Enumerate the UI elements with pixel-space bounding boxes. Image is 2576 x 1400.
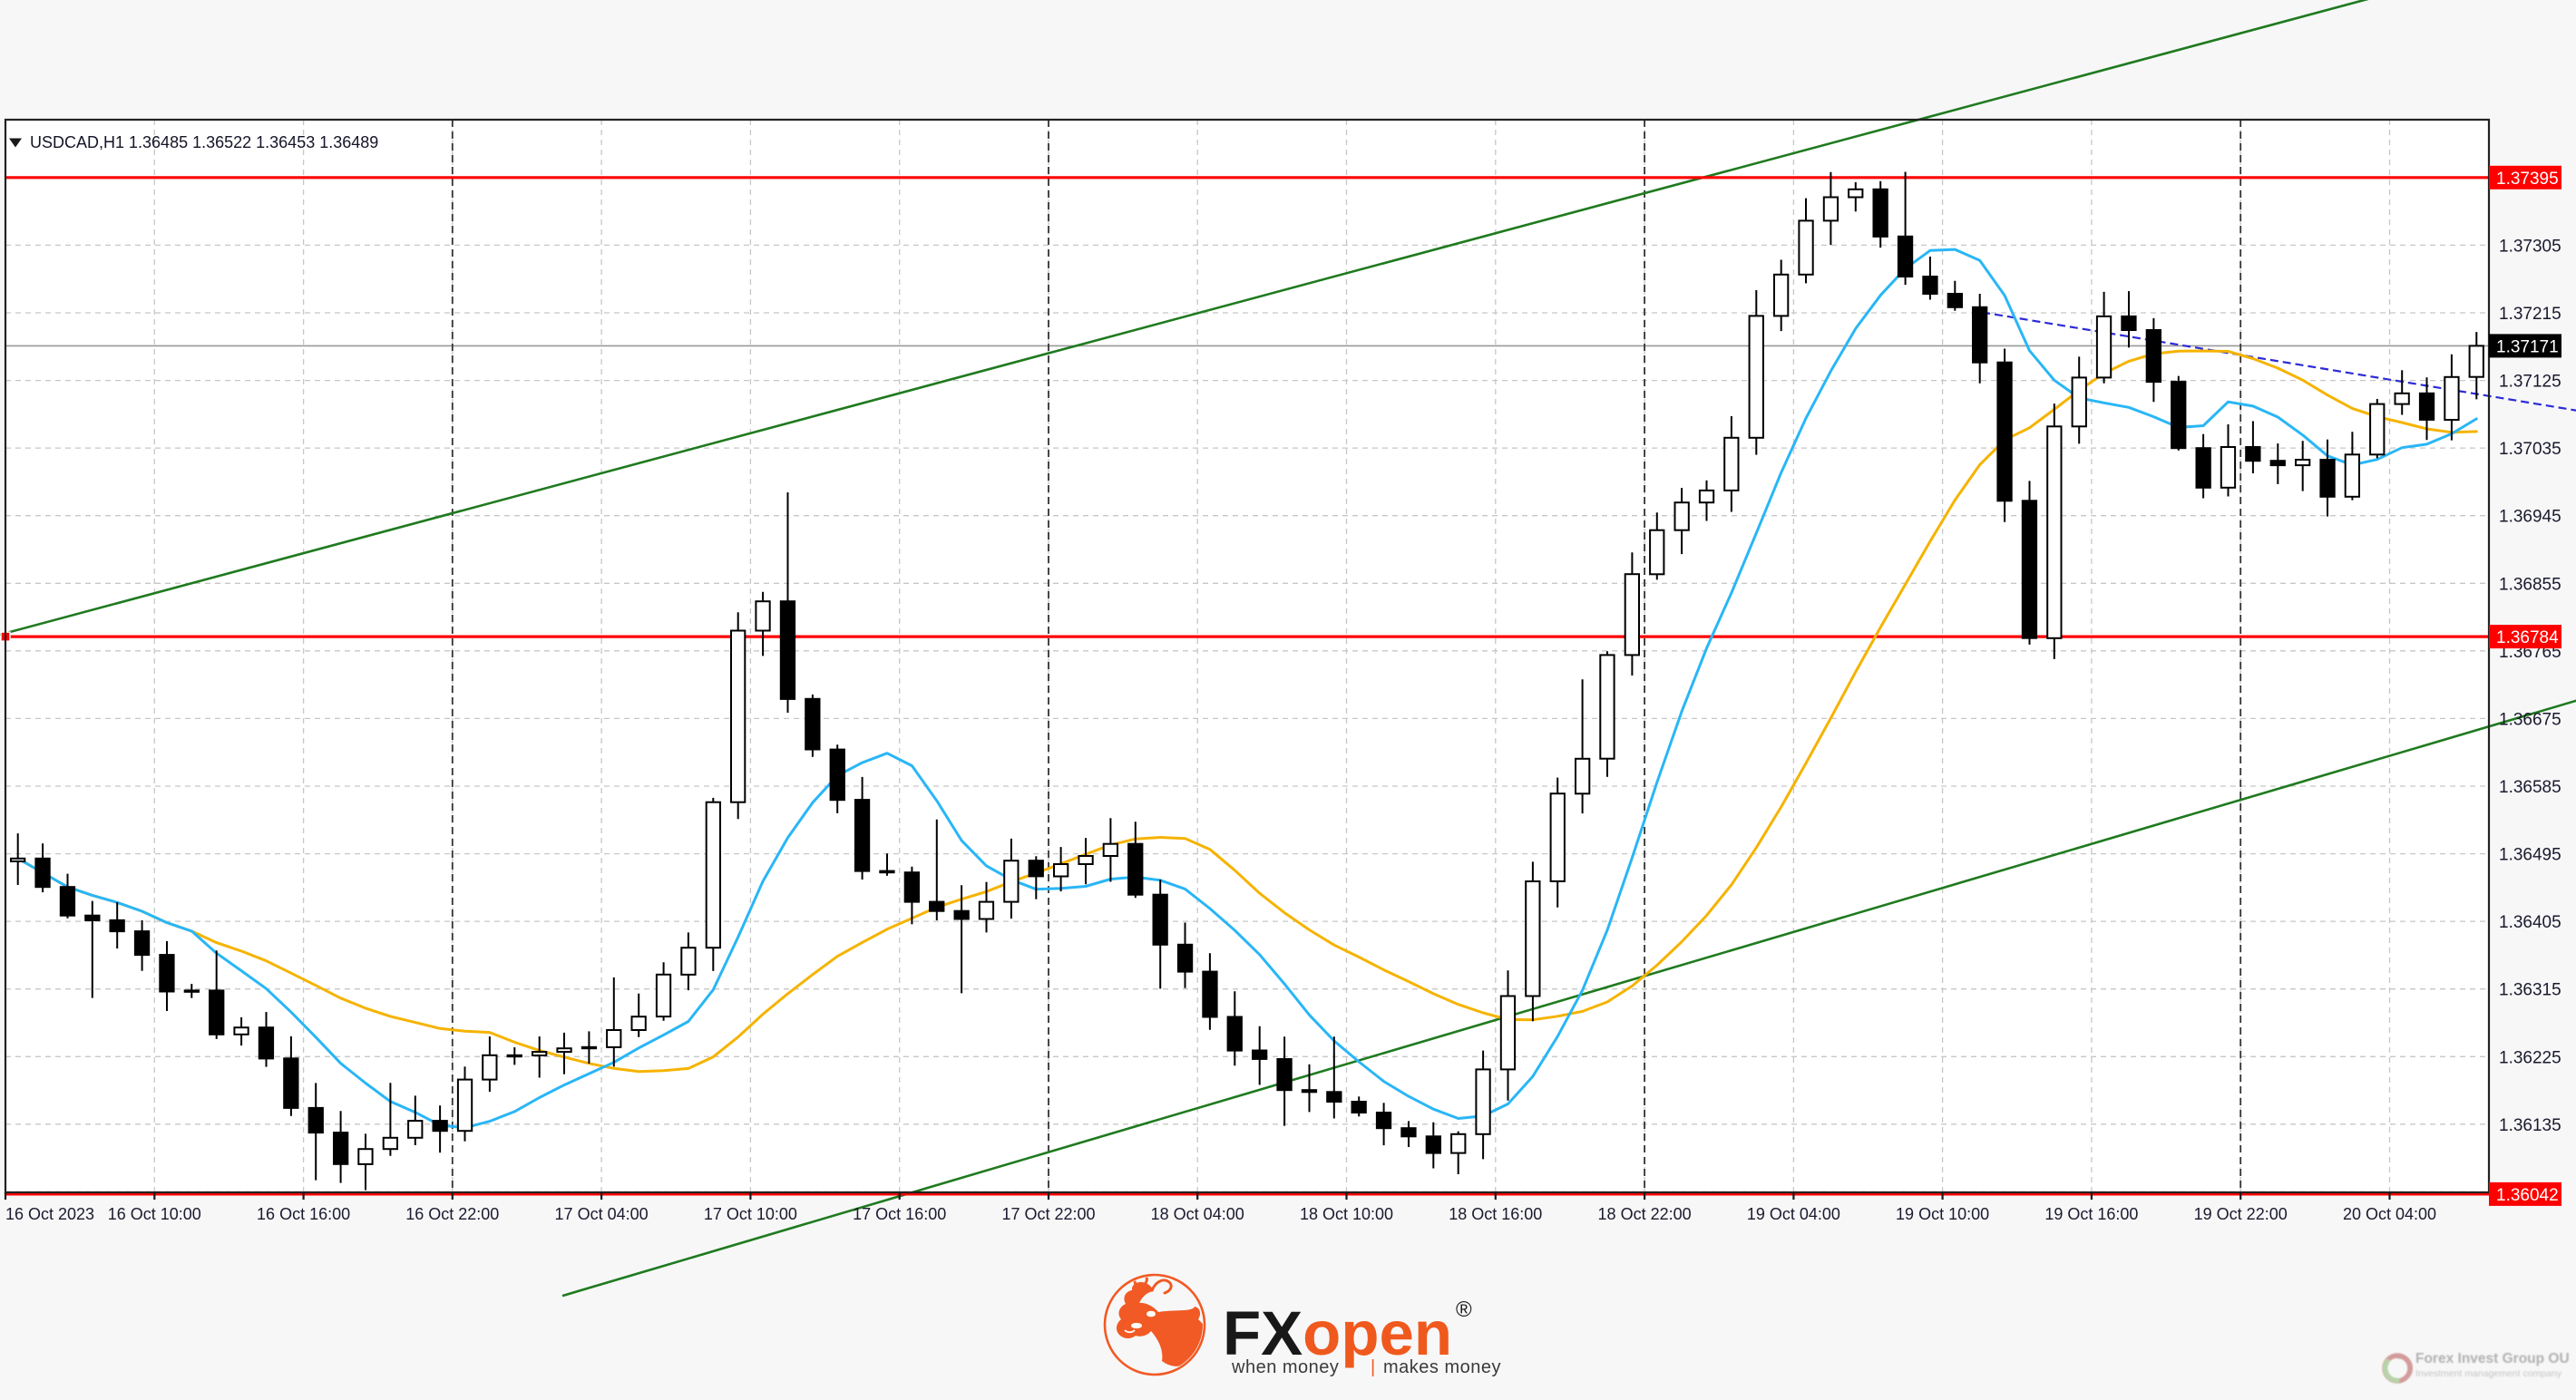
- svg-text:USDCAD,H1 1.36485 1.36522 1.3: USDCAD,H1 1.36485 1.36522 1.36453 1.3648…: [30, 133, 378, 151]
- svg-text:18 Oct 10:00: 18 Oct 10:00: [1300, 1205, 1393, 1223]
- svg-text:20 Oct 04:00: 20 Oct 04:00: [2343, 1205, 2436, 1223]
- svg-text:1.37171: 1.37171: [2496, 337, 2559, 356]
- svg-text:|: |: [1371, 1357, 1376, 1377]
- svg-text:1.36135: 1.36135: [2499, 1116, 2561, 1135]
- svg-text:17 Oct 10:00: 17 Oct 10:00: [704, 1205, 797, 1223]
- svg-text:1.36225: 1.36225: [2499, 1048, 2561, 1067]
- svg-text:17 Oct 16:00: 17 Oct 16:00: [853, 1205, 946, 1223]
- svg-text:16 Oct 22:00: 16 Oct 22:00: [405, 1205, 499, 1223]
- svg-text:1.37395: 1.37395: [2496, 170, 2559, 189]
- svg-text:1.37215: 1.37215: [2499, 305, 2561, 324]
- svg-text:16 Oct 10:00: 16 Oct 10:00: [108, 1205, 201, 1223]
- svg-text:17 Oct 04:00: 17 Oct 04:00: [555, 1205, 649, 1223]
- svg-text:1.36042: 1.36042: [2496, 1186, 2559, 1205]
- svg-text:16 Oct 16:00: 16 Oct 16:00: [257, 1205, 350, 1223]
- svg-text:1.36585: 1.36585: [2499, 778, 2561, 797]
- svg-text:makes money: makes money: [1383, 1357, 1501, 1377]
- svg-text:1.36945: 1.36945: [2499, 508, 2561, 527]
- svg-text:1.37305: 1.37305: [2499, 237, 2561, 256]
- svg-text:1.37035: 1.37035: [2499, 440, 2561, 459]
- svg-text:19 Oct 16:00: 19 Oct 16:00: [2044, 1205, 2138, 1223]
- svg-text:Forex Invest Group OU: Forex Invest Group OU: [2415, 1351, 2570, 1366]
- svg-text:18 Oct 16:00: 18 Oct 16:00: [1449, 1205, 1542, 1223]
- svg-text:18 Oct 22:00: 18 Oct 22:00: [1598, 1205, 1692, 1223]
- svg-text:18 Oct 04:00: 18 Oct 04:00: [1151, 1205, 1244, 1223]
- svg-text:19 Oct 10:00: 19 Oct 10:00: [1896, 1205, 1989, 1223]
- svg-text:Investment management company: Investment management company: [2415, 1368, 2562, 1379]
- svg-text:1.36784: 1.36784: [2496, 628, 2559, 647]
- svg-text:1.36495: 1.36495: [2499, 846, 2561, 865]
- svg-text:1.36405: 1.36405: [2499, 913, 2561, 932]
- svg-text:19 Oct 04:00: 19 Oct 04:00: [1747, 1205, 1840, 1223]
- svg-text:1.37125: 1.37125: [2499, 373, 2561, 392]
- svg-text:16 Oct 2023: 16 Oct 2023: [5, 1205, 94, 1223]
- svg-text:1.36855: 1.36855: [2499, 575, 2561, 594]
- svg-text:when money: when money: [1231, 1357, 1339, 1377]
- svg-text:17 Oct 22:00: 17 Oct 22:00: [1001, 1205, 1095, 1223]
- svg-text:19 Oct 22:00: 19 Oct 22:00: [2194, 1205, 2288, 1223]
- svg-text:1.36315: 1.36315: [2499, 981, 2561, 1000]
- svg-text:®: ®: [1456, 1298, 1472, 1322]
- svg-text:1.36675: 1.36675: [2499, 710, 2561, 729]
